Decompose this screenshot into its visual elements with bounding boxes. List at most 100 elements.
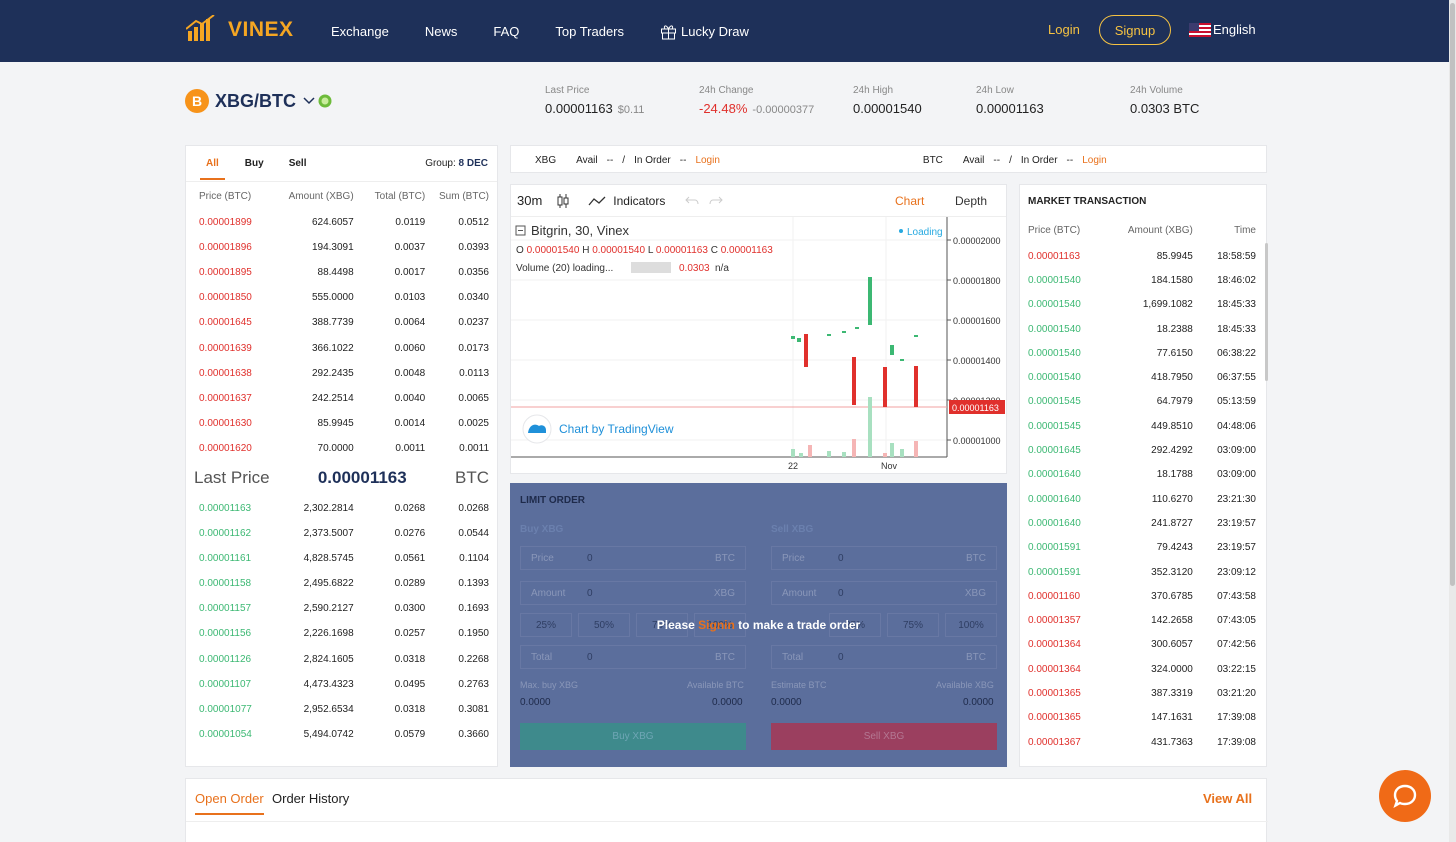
balance-login-left[interactable]: Login	[695, 154, 720, 166]
tab-open-order[interactable]: Open Order	[195, 791, 264, 815]
sell-amount-field[interactable]: Amount 0 XBG	[771, 581, 997, 605]
bid-row[interactable]: 0.00001054 5,494.0742 0.0579 0.3660	[186, 722, 497, 747]
trade-price-cell: 0.00001540	[1028, 323, 1081, 335]
market-trade-row[interactable]: 0.00001160 370.6785 07:43:58	[1020, 584, 1266, 608]
ask-row[interactable]: 0.00001899 624.6057 0.0119 0.0512	[186, 210, 497, 235]
market-trade-row[interactable]: 0.00001357 142.2658 07:43:05	[1020, 608, 1266, 632]
signin-link[interactable]: Signin	[698, 618, 735, 632]
tab-chart[interactable]: Chart	[895, 194, 925, 208]
market-trade-row[interactable]: 0.00001367 431.7363 17:39:08	[1020, 730, 1266, 754]
bid-row[interactable]: 0.00001163 2,302.2814 0.0268 0.0268	[186, 496, 497, 521]
login-link[interactable]: Login	[1048, 22, 1080, 37]
ask-row[interactable]: 0.00001639 366.1022 0.0060 0.0173	[186, 335, 497, 360]
language-selector[interactable]: English	[1189, 22, 1256, 37]
price-chart[interactable]: 0.00002000 0.00001800 0.00001600 0.00001400…	[511, 217, 1006, 473]
balance-login-right[interactable]: Login	[1082, 154, 1107, 166]
buy-xbg-button[interactable]: Buy XBG	[520, 723, 746, 750]
buy-amount-field[interactable]: Amount 0 XBG	[520, 581, 746, 605]
total-cell: 0.0014	[394, 417, 426, 429]
ask-row[interactable]: 0.00001645 388.7739 0.0064 0.0237	[186, 310, 497, 335]
buy-title: Buy XBG	[520, 524, 564, 535]
nav-news[interactable]: News	[424, 23, 458, 39]
nav-faq[interactable]: FAQ	[493, 23, 520, 39]
market-trade-row[interactable]: 0.00001640 241.8727 23:19:57	[1020, 511, 1266, 535]
tab-all[interactable]: All	[200, 148, 225, 180]
sell-pct-100[interactable]: 100%	[945, 613, 997, 637]
chat-button[interactable]	[1379, 770, 1431, 822]
market-trade-row[interactable]: 0.00001640 18.1788 03:09:00	[1020, 463, 1266, 487]
tab-order-history[interactable]: Order History	[272, 791, 350, 806]
bid-row[interactable]: 0.00001161 4,828.5745 0.0561 0.1104	[186, 546, 497, 571]
market-trade-row[interactable]: 0.00001591 352.3120 23:09:12	[1020, 560, 1266, 584]
trade-amount-cell: 110.6270	[1151, 493, 1193, 505]
tab-sell[interactable]: Sell	[288, 158, 307, 169]
buy-price-field[interactable]: Price 0 BTC	[520, 546, 746, 570]
market-trade-row[interactable]: 0.00001540 418.7950 06:37:55	[1020, 365, 1266, 389]
undo-icon[interactable]	[685, 195, 699, 207]
market-trade-row[interactable]: 0.00001365 147.1631 17:39:08	[1020, 706, 1266, 730]
sum-cell: 0.1693	[458, 603, 489, 615]
y-tick-label: 0.00001000	[953, 436, 1001, 446]
buy-pct-25[interactable]: 25%	[520, 613, 572, 637]
ask-row[interactable]: 0.00001620 70.0000 0.0011 0.0011	[186, 436, 497, 461]
svg-text:O 0.00001540 H 0.00001540 L: O 0.00001540 H 0.00001540 L 0.00001163 C…	[516, 245, 773, 256]
group-selector[interactable]: Group: 8 DEC	[425, 158, 488, 169]
redo-icon[interactable]	[709, 195, 724, 207]
bid-row[interactable]: 0.00001156 2,226.1698 0.0257 0.1950	[186, 621, 497, 646]
ask-row[interactable]: 0.00001637 242.2514 0.0040 0.0065	[186, 386, 497, 411]
sum-cell: 0.0268	[458, 502, 489, 514]
market-trade-row[interactable]: 0.00001540 1,699.1082 18:45:33	[1020, 293, 1266, 317]
buy-pct-100[interactable]: 100%	[694, 613, 746, 637]
ask-row[interactable]: 0.00001896 194.3091 0.0037 0.0393	[186, 235, 497, 260]
sell-pct-75[interactable]: 75%	[887, 613, 939, 637]
market-trade-row[interactable]: 0.00001640 110.6270 23:21:30	[1020, 487, 1266, 511]
view-all-link[interactable]: View All	[1203, 791, 1253, 806]
page-scrollbar[interactable]	[1449, 0, 1456, 842]
market-trade-row[interactable]: 0.00001364 324.0000 03:22:15	[1020, 657, 1266, 681]
trade-time-cell: 03:09:00	[1217, 445, 1256, 457]
ask-row[interactable]: 0.00001895 88.4498 0.0017 0.0356	[186, 260, 497, 285]
vinex-logo[interactable]: VINEX	[186, 15, 294, 45]
signup-button[interactable]: Signup	[1099, 15, 1171, 45]
ask-row[interactable]: 0.00001638 292.2435 0.0048 0.0113	[186, 361, 497, 386]
tab-buy[interactable]: Buy	[244, 158, 264, 169]
market-scrollbar[interactable]	[1265, 243, 1268, 381]
candles-icon[interactable]	[556, 193, 570, 209]
trade-time-cell: 05:13:59	[1217, 396, 1256, 408]
price-cell: 0.00001162	[199, 528, 252, 540]
ask-row[interactable]: 0.00001850 555.0000 0.0103 0.0340	[186, 285, 497, 310]
market-trade-row[interactable]: 0.00001540 77.6150 06:38:22	[1020, 341, 1266, 365]
market-trade-row[interactable]: 0.00001545 449.8510 04:48:06	[1020, 414, 1266, 438]
tab-depth[interactable]: Depth	[955, 194, 988, 208]
buy-pct-50[interactable]: 50%	[578, 613, 630, 637]
market-trade-row[interactable]: 0.00001540 18.2388 18:45:33	[1020, 317, 1266, 341]
sell-xbg-button[interactable]: Sell XBG	[771, 723, 997, 750]
bid-row[interactable]: 0.00001077 2,952.6534 0.0318 0.3081	[186, 697, 497, 722]
market-trade-row[interactable]: 0.00001545 64.7979 05:13:59	[1020, 390, 1266, 414]
pair-selector[interactable]: B XBG/BTC	[185, 89, 332, 113]
market-trade-row[interactable]: 0.00001540 184.1580 18:46:02	[1020, 268, 1266, 292]
buy-total-field[interactable]: Total 0 BTC	[520, 645, 746, 669]
nav-exchange[interactable]: Exchange	[331, 23, 389, 39]
bid-row[interactable]: 0.00001157 2,590.2127 0.0300 0.1693	[186, 596, 497, 621]
bid-row[interactable]: 0.00001126 2,824.1605 0.0318 0.2268	[186, 647, 497, 672]
nav-top-traders[interactable]: Top Traders	[555, 23, 625, 39]
market-trade-row[interactable]: 0.00001364 300.6057 07:42:56	[1020, 633, 1266, 657]
total-cell: 0.0268	[394, 502, 426, 514]
sell-total-field[interactable]: Total 0 BTC	[771, 645, 997, 669]
indicators-button[interactable]: Indicators	[613, 193, 666, 208]
sell-price-field[interactable]: Price 0 BTC	[771, 546, 997, 570]
trade-amount-cell: 1,699.1082	[1142, 299, 1193, 311]
nav-lucky-draw[interactable]: Lucky Draw	[660, 23, 785, 40]
buy-pct-75[interactable]: 75%	[636, 613, 688, 637]
ask-row[interactable]: 0.00001630 85.9945 0.0014 0.0025	[186, 411, 497, 436]
market-trade-row[interactable]: 0.00001591 79.4243 23:19:57	[1020, 536, 1266, 560]
market-trade-row[interactable]: 0.00001163 85.9945 18:58:59	[1020, 244, 1266, 268]
market-trade-row[interactable]: 0.00001645 292.4292 03:09:00	[1020, 438, 1266, 462]
market-trade-row[interactable]: 0.00001365 387.3319 03:21:20	[1020, 681, 1266, 705]
bid-row[interactable]: 0.00001162 2,373.5007 0.0276 0.0544	[186, 521, 497, 546]
bid-row[interactable]: 0.00001158 2,495.6822 0.0289 0.1393	[186, 571, 497, 596]
sell-pct-25[interactable]: 25%	[829, 613, 881, 637]
bid-row[interactable]: 0.00001107 4,473.4323 0.0495 0.2763	[186, 672, 497, 697]
interval-selector[interactable]: 30m	[517, 193, 543, 208]
